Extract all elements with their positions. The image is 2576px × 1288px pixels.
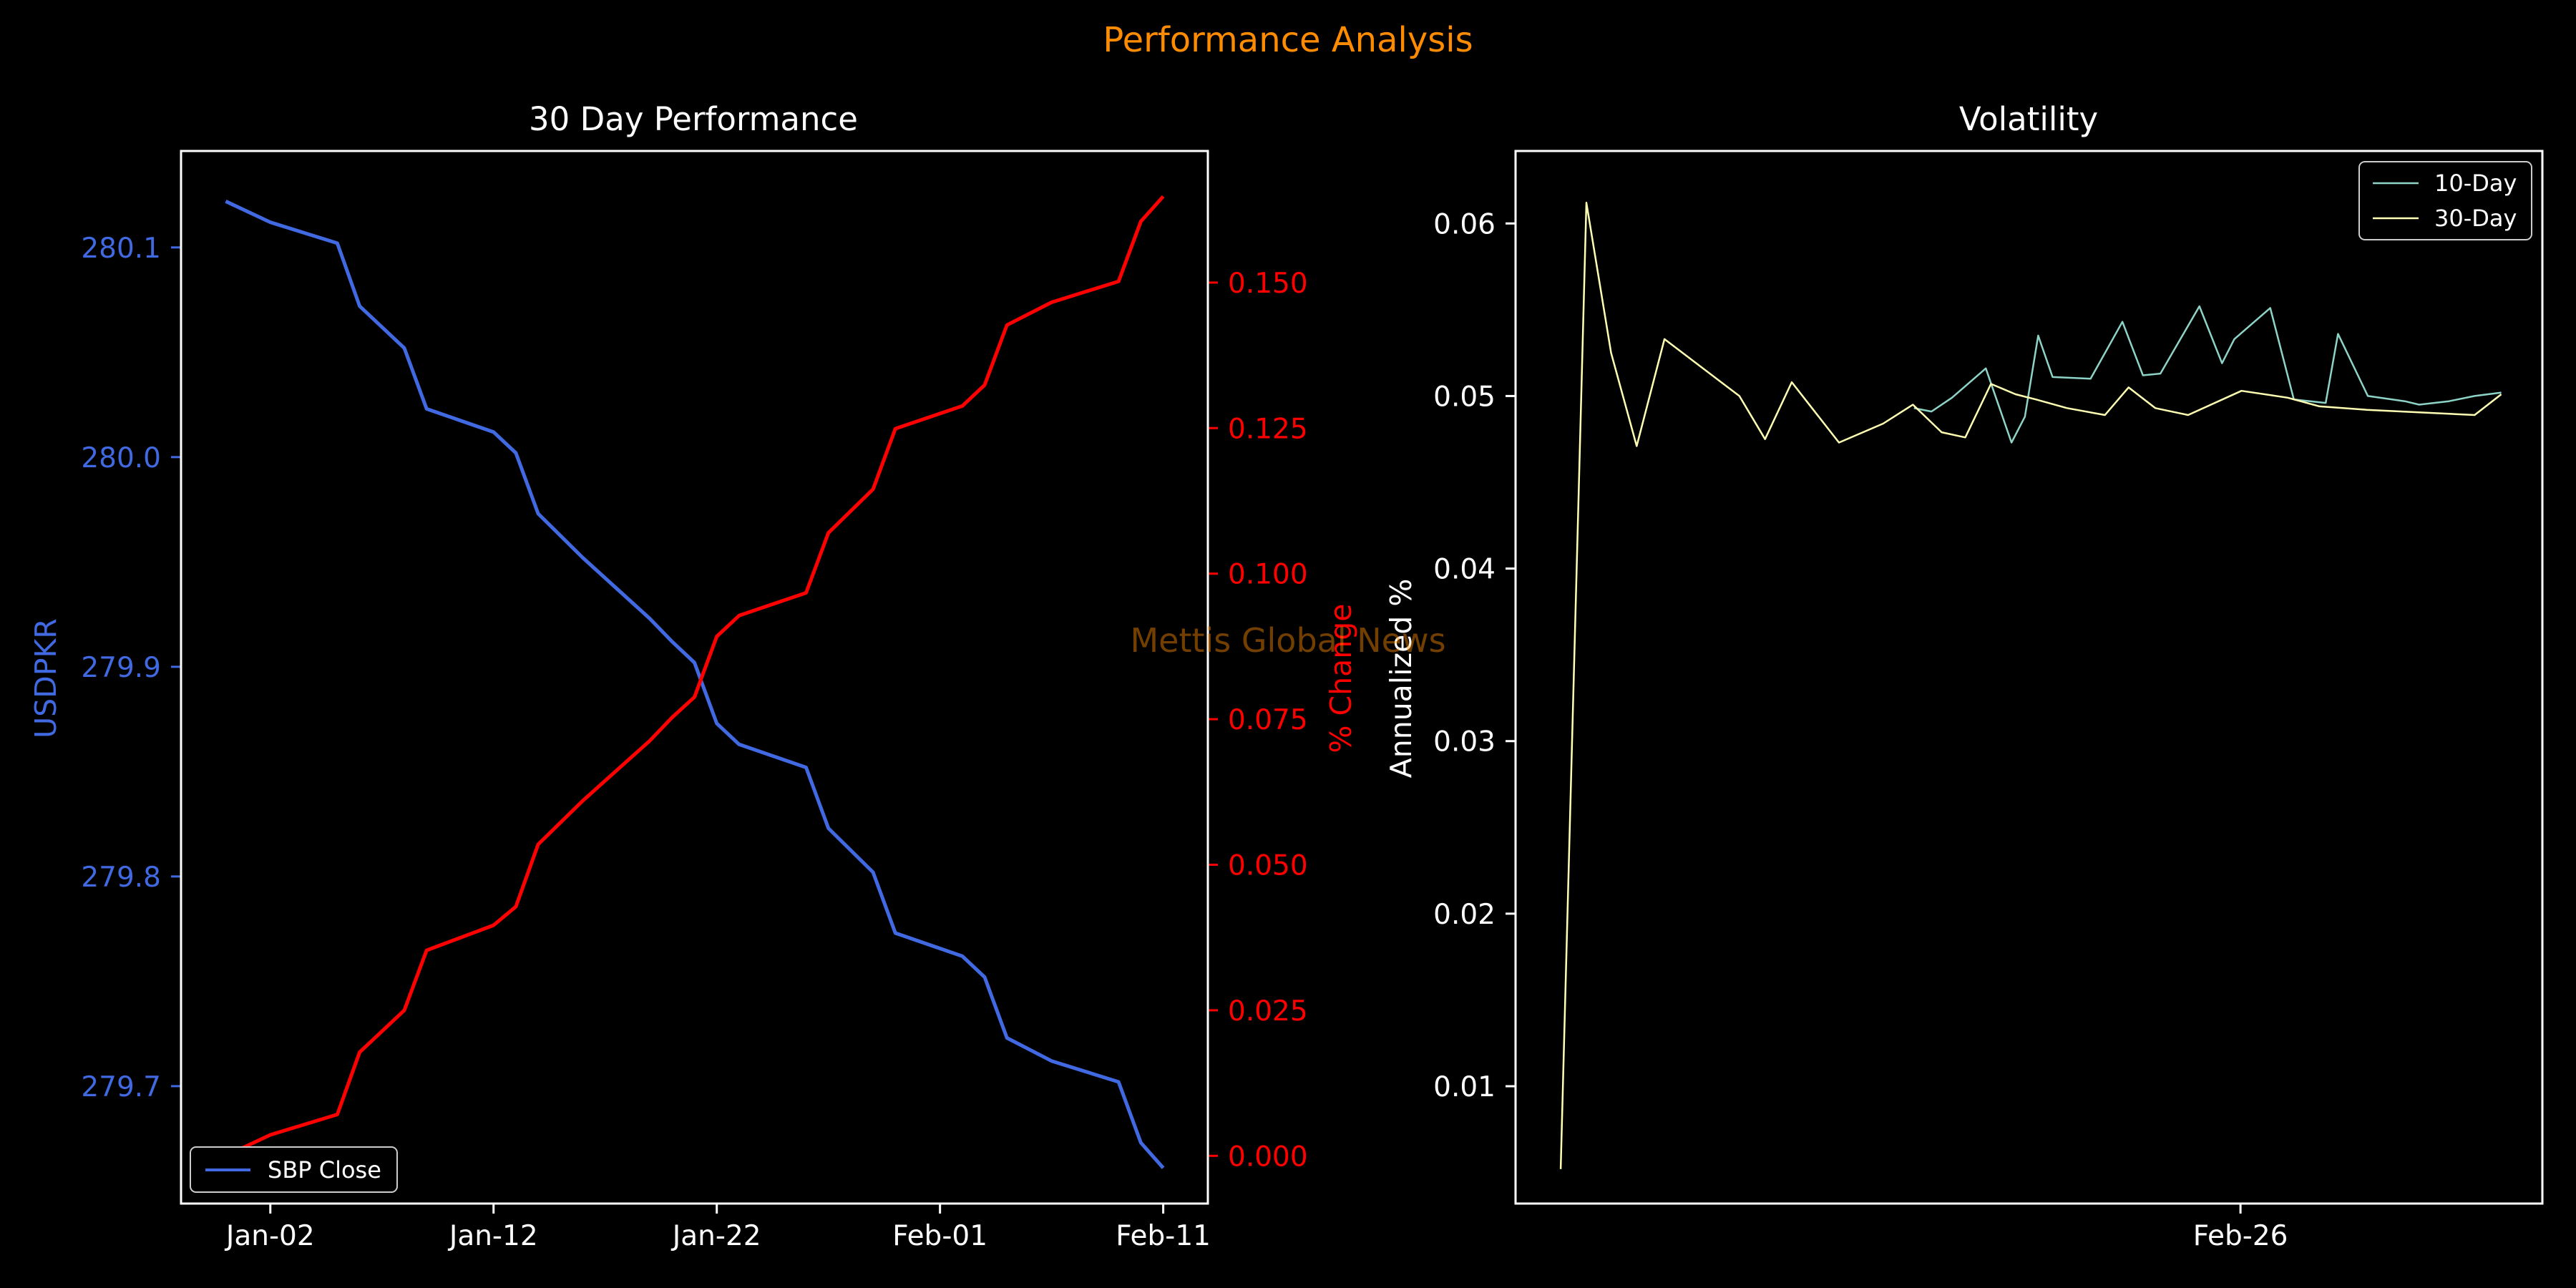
right-y-tick-label: 0.075: [1228, 704, 1308, 736]
x-tick-label: Feb-01: [892, 1220, 987, 1252]
right-y-tick-label: 0.125: [1228, 413, 1308, 445]
x-tick-label: Feb-26: [2193, 1220, 2288, 1252]
series-line-sbp-close: [225, 200, 1165, 1169]
legend: SBP Close: [190, 1146, 398, 1193]
plot-frame: [180, 150, 1209, 1205]
legend-box: [2358, 161, 2532, 240]
watermark: Mettis Global News: [1130, 621, 1445, 660]
panel-title: Volatility: [1959, 100, 2098, 138]
left-y-tick-label: 280.0: [81, 442, 161, 474]
plot-lines: [225, 195, 1165, 1169]
left-y-axis: 279.7 279.8 279.9 280.0 280.1: [81, 233, 181, 1103]
y-tick-label: 0.05: [1433, 381, 1496, 413]
right-y-tick-label: 0.050: [1228, 849, 1308, 882]
legend-entry-30-day: 30-Day: [2434, 205, 2517, 232]
legend-box: [190, 1146, 398, 1193]
y-tick-label: 0.02: [1433, 899, 1496, 931]
figure-title: Performance Analysis: [1103, 20, 1473, 60]
panel-30-day-performance: 30 Day Performance Jan-02 Jan-12 Jan-22 Feb…: [29, 100, 1358, 1252]
y-axis-label: Annualized %: [1384, 579, 1418, 779]
right-y-tick-label: 0.000: [1228, 1141, 1308, 1173]
series-line-change: [225, 195, 1165, 1158]
right-y-tick-label: 0.025: [1228, 995, 1308, 1028]
x-tick-label: Jan-02: [224, 1220, 315, 1252]
legend-entry-sbp-close: SBP Close: [268, 1156, 381, 1184]
right-y-tick-label: 0.150: [1228, 268, 1308, 300]
x-axis: Feb-26: [2193, 1204, 2288, 1252]
left-y-tick-label: 279.9: [81, 652, 161, 684]
y-axis: 0.01 0.02 0.03 0.04 0.05 0.06: [1433, 208, 1516, 1103]
x-axis: Jan-02 Jan-12 Jan-22 Feb-01 Feb-11: [224, 1204, 1211, 1252]
plot-frame: [1514, 150, 2544, 1205]
y-tick-label: 0.01: [1433, 1071, 1496, 1103]
legend: 10-Day 30-Day: [2358, 161, 2532, 240]
left-y-tick-label: 280.1: [81, 233, 161, 265]
left-y-axis-label: USDPKR: [29, 618, 63, 738]
left-y-tick-label: 279.8: [81, 862, 161, 894]
left-y-tick-label: 279.7: [81, 1071, 161, 1103]
x-tick-label: Jan-22: [670, 1220, 761, 1252]
y-tick-label: 0.06: [1433, 208, 1496, 240]
legend-entry-10-day: 10-Day: [2434, 170, 2517, 197]
x-tick-label: Jan-12: [447, 1220, 538, 1252]
y-tick-label: 0.03: [1433, 726, 1496, 758]
right-y-tick-label: 0.100: [1228, 559, 1308, 591]
right-y-axis-label: % Change: [1324, 604, 1358, 753]
plot-lines: [1559, 202, 2502, 1169]
x-tick-label: Feb-11: [1116, 1220, 1211, 1252]
panel-title: 30 Day Performance: [529, 100, 858, 138]
series-line-30-day: [1559, 202, 2502, 1169]
panel-volatility: Volatility Feb-26 0.010.020.030.040.050.…: [1384, 100, 2544, 1252]
series-line-10-day: [1913, 305, 2502, 444]
right-y-axis: 0.000 0.025 0.050 0.075 0.100 0.125 0.150: [1208, 268, 1308, 1173]
y-tick-label: 0.04: [1433, 554, 1496, 586]
